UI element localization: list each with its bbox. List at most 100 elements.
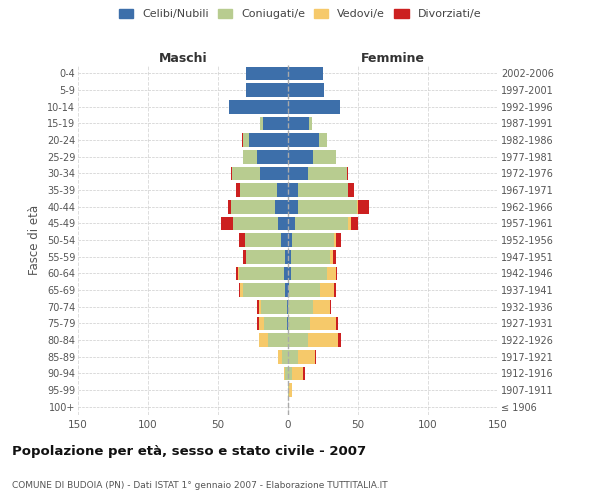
Bar xyxy=(287,316,288,330)
Bar xyxy=(288,350,298,364)
Bar xyxy=(333,250,335,264)
Bar xyxy=(292,366,304,380)
Bar xyxy=(288,316,310,330)
Bar xyxy=(351,216,358,230)
Bar xyxy=(308,166,347,180)
Bar xyxy=(241,283,243,297)
Bar xyxy=(348,183,354,197)
Bar xyxy=(356,200,358,213)
Bar xyxy=(283,350,288,364)
Bar xyxy=(320,283,334,297)
Bar xyxy=(281,233,288,247)
Bar xyxy=(288,366,292,380)
Bar xyxy=(262,300,287,314)
Bar xyxy=(288,116,309,130)
Bar xyxy=(334,283,335,297)
Bar xyxy=(319,133,327,147)
Bar xyxy=(334,233,335,247)
Bar xyxy=(233,216,278,230)
Bar xyxy=(278,350,283,364)
Text: Popolazione per età, sesso e stato civile - 2007: Popolazione per età, sesso e stato civil… xyxy=(12,444,366,458)
Bar xyxy=(292,233,334,247)
Bar xyxy=(243,150,257,164)
Bar xyxy=(288,83,325,97)
Bar xyxy=(243,250,246,264)
Bar xyxy=(229,100,288,114)
Bar xyxy=(284,366,285,380)
Bar xyxy=(288,200,298,213)
Bar xyxy=(335,233,341,247)
Bar xyxy=(288,300,313,314)
Legend: Celibi/Nubili, Coniugati/e, Vedovi/e, Divorziati/e: Celibi/Nubili, Coniugati/e, Vedovi/e, Di… xyxy=(116,6,484,22)
Bar xyxy=(288,250,291,264)
Bar xyxy=(260,166,288,180)
Bar xyxy=(285,366,288,380)
Bar xyxy=(298,200,356,213)
Bar xyxy=(287,300,288,314)
Bar xyxy=(313,300,330,314)
Bar xyxy=(295,216,348,230)
Bar xyxy=(260,116,263,130)
Bar xyxy=(288,266,291,280)
Bar xyxy=(358,200,369,213)
Bar xyxy=(314,350,316,364)
Bar xyxy=(243,283,285,297)
Bar xyxy=(335,316,338,330)
Bar xyxy=(309,116,312,130)
Bar xyxy=(288,183,298,197)
Bar xyxy=(259,333,268,347)
Bar xyxy=(285,283,288,297)
Bar xyxy=(288,133,319,147)
Bar xyxy=(288,66,323,80)
Bar xyxy=(284,266,288,280)
Bar xyxy=(288,166,308,180)
Bar xyxy=(246,66,288,80)
Text: Femmine: Femmine xyxy=(361,52,425,65)
Bar xyxy=(264,316,287,330)
Bar xyxy=(330,250,333,264)
Bar xyxy=(288,216,295,230)
Bar xyxy=(288,333,308,347)
Bar xyxy=(249,133,288,147)
Bar xyxy=(288,150,313,164)
Bar xyxy=(313,150,335,164)
Bar xyxy=(275,200,288,213)
Bar xyxy=(308,333,338,347)
Bar xyxy=(289,283,320,297)
Bar xyxy=(236,183,241,197)
Bar xyxy=(238,266,239,280)
Bar xyxy=(246,250,285,264)
Bar xyxy=(291,250,330,264)
Bar xyxy=(257,316,259,330)
Bar xyxy=(230,200,275,213)
Bar xyxy=(257,300,259,314)
Bar xyxy=(310,316,335,330)
Bar xyxy=(243,133,249,147)
Bar xyxy=(239,283,241,297)
Bar xyxy=(221,216,233,230)
Bar xyxy=(239,266,284,280)
Bar xyxy=(338,333,341,347)
Bar xyxy=(298,350,314,364)
Bar xyxy=(288,100,340,114)
Text: COMUNE DI BUDOIA (PN) - Dati ISTAT 1° gennaio 2007 - Elaborazione TUTTITALIA.IT: COMUNE DI BUDOIA (PN) - Dati ISTAT 1° ge… xyxy=(12,481,388,490)
Bar xyxy=(257,150,288,164)
Bar xyxy=(288,383,289,397)
Bar xyxy=(288,233,292,247)
Bar xyxy=(335,266,337,280)
Bar xyxy=(236,266,238,280)
Bar xyxy=(330,300,331,314)
Bar xyxy=(242,133,243,147)
Bar xyxy=(239,233,245,247)
Bar xyxy=(298,183,348,197)
Y-axis label: Fasce di età: Fasce di età xyxy=(28,205,41,275)
Bar xyxy=(228,200,230,213)
Bar xyxy=(259,300,262,314)
Bar xyxy=(263,116,288,130)
Bar xyxy=(327,266,335,280)
Bar xyxy=(285,250,288,264)
Text: Maschi: Maschi xyxy=(158,52,208,65)
Bar xyxy=(278,216,288,230)
Bar xyxy=(230,166,232,180)
Bar xyxy=(246,83,288,97)
